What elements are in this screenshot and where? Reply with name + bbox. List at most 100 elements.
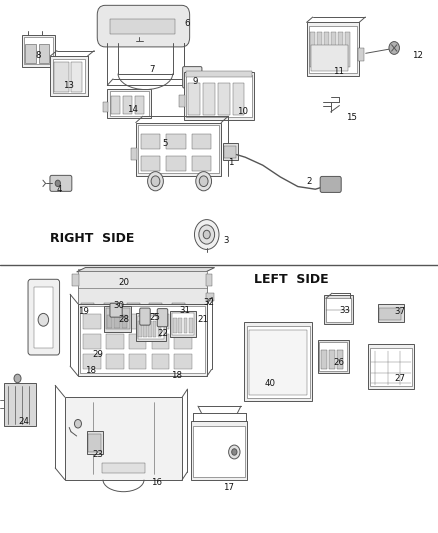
Text: 22: 22 — [158, 329, 169, 337]
Bar — [223, 143, 238, 160]
Bar — [141, 134, 160, 149]
Circle shape — [55, 180, 60, 187]
Bar — [72, 274, 79, 286]
Bar — [247, 326, 310, 398]
Bar — [107, 315, 112, 328]
Bar — [83, 354, 101, 369]
Bar — [206, 274, 212, 286]
Bar — [224, 146, 236, 158]
Circle shape — [151, 176, 160, 187]
Bar — [127, 303, 140, 309]
Bar — [106, 308, 130, 329]
Text: 40: 40 — [265, 379, 276, 388]
Bar — [148, 321, 152, 337]
Bar — [186, 72, 198, 84]
Bar — [203, 83, 215, 115]
Bar — [141, 156, 160, 171]
Bar — [138, 316, 164, 339]
Bar — [337, 350, 343, 369]
Bar — [152, 314, 169, 329]
Bar — [338, 32, 343, 67]
Text: 27: 27 — [394, 374, 405, 383]
Bar — [104, 306, 131, 332]
Bar — [122, 315, 127, 328]
Circle shape — [199, 176, 208, 187]
Text: 19: 19 — [78, 308, 89, 316]
Bar — [80, 306, 205, 373]
Circle shape — [38, 313, 49, 326]
Bar — [87, 431, 103, 454]
Bar — [193, 426, 245, 477]
Bar — [368, 344, 414, 389]
Polygon shape — [77, 268, 215, 272]
Text: 4: 4 — [57, 185, 63, 193]
Bar — [78, 304, 207, 376]
Bar — [138, 125, 219, 173]
Bar — [104, 303, 117, 309]
FancyBboxPatch shape — [183, 67, 202, 88]
Text: 5: 5 — [162, 140, 168, 148]
Bar — [244, 322, 312, 401]
Circle shape — [389, 42, 399, 54]
Bar — [131, 148, 137, 160]
Bar — [129, 314, 146, 329]
Text: 25: 25 — [149, 313, 160, 321]
Bar — [4, 383, 36, 426]
Text: 13: 13 — [64, 81, 74, 90]
Circle shape — [74, 419, 81, 428]
Bar — [103, 102, 108, 112]
Circle shape — [199, 225, 215, 244]
Bar — [191, 421, 247, 480]
Bar — [65, 397, 182, 480]
Bar — [379, 308, 401, 320]
Bar — [53, 59, 85, 93]
Bar — [39, 44, 49, 63]
Bar — [88, 434, 101, 452]
Bar — [54, 62, 69, 92]
Bar — [110, 91, 149, 116]
FancyBboxPatch shape — [110, 303, 122, 317]
Text: 7: 7 — [149, 65, 155, 74]
Text: 30: 30 — [113, 301, 124, 310]
Text: 2: 2 — [307, 177, 312, 185]
Text: 9: 9 — [193, 77, 198, 85]
Bar — [218, 83, 230, 115]
Text: 15: 15 — [346, 113, 357, 122]
Bar — [50, 56, 88, 96]
Bar — [173, 318, 177, 333]
Bar — [114, 315, 120, 328]
Circle shape — [229, 445, 240, 459]
Circle shape — [14, 374, 21, 383]
FancyBboxPatch shape — [320, 176, 341, 192]
Bar — [129, 334, 146, 349]
Bar — [310, 32, 315, 67]
Bar — [149, 303, 162, 309]
Bar — [153, 321, 156, 337]
Bar — [317, 32, 322, 67]
Bar — [174, 354, 192, 369]
Bar — [83, 334, 101, 349]
Bar — [189, 318, 193, 333]
Bar — [71, 62, 82, 92]
Text: 11: 11 — [333, 68, 344, 76]
Bar — [135, 96, 144, 114]
Text: 33: 33 — [339, 306, 350, 314]
Bar — [188, 83, 200, 115]
Circle shape — [196, 172, 212, 191]
Bar — [174, 334, 192, 349]
Bar — [152, 334, 169, 349]
Bar — [321, 350, 327, 369]
Circle shape — [148, 172, 163, 191]
Bar — [166, 156, 186, 171]
Bar — [179, 95, 185, 107]
Bar — [106, 314, 124, 329]
Bar — [311, 45, 348, 71]
Bar — [329, 350, 335, 369]
Bar — [78, 271, 207, 288]
Bar — [138, 321, 142, 337]
Text: 16: 16 — [151, 478, 162, 487]
Text: LEFT  SIDE: LEFT SIDE — [254, 273, 328, 286]
Bar — [358, 48, 364, 61]
Bar — [324, 295, 353, 324]
Bar — [319, 342, 347, 371]
